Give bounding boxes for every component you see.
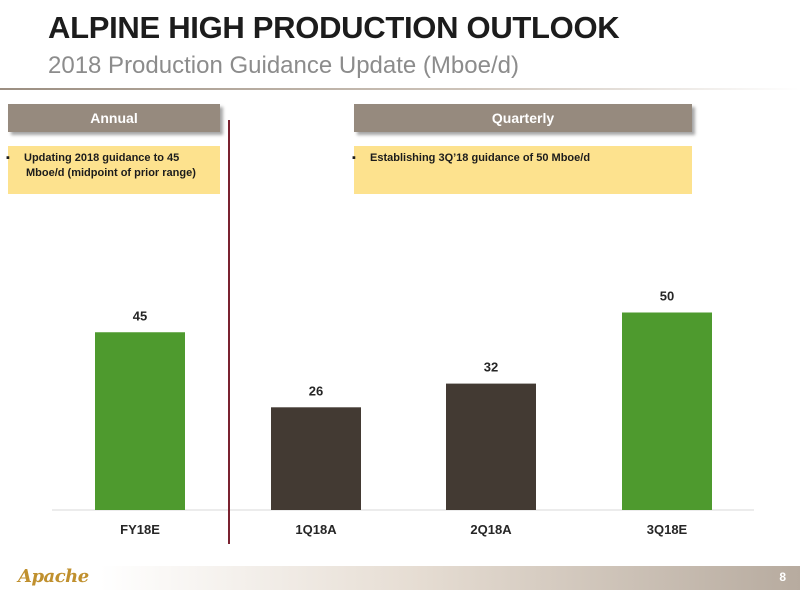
bar-3q18e <box>622 312 712 510</box>
annual-note-box: ▪ Updating 2018 guidance to 45 Mboe/d (mi… <box>6 146 220 194</box>
quarterly-note-text: Establishing 3Q’18 guidance of 50 Mboe/d <box>370 152 591 164</box>
annual-note-item: ▪ Updating 2018 guidance to 45 Mboe/d (mi… <box>6 151 212 181</box>
x-tick-label-fy18e: FY18E <box>120 522 160 537</box>
header-rule <box>0 88 800 90</box>
x-tick-label-3q18e: 3Q18E <box>647 522 688 537</box>
bullet-icon: ▪ <box>6 152 10 164</box>
page-number: 8 <box>779 570 786 584</box>
x-tick-label-1q18a: 1Q18A <box>295 522 337 537</box>
apache-logo: Apache <box>18 566 89 587</box>
data-label-1q18a: 26 <box>309 383 323 398</box>
footer-band <box>100 566 800 590</box>
bar-fy18e <box>95 332 185 510</box>
quarterly-note-item: ▪ Establishing 3Q’18 guidance of 50 Mboe/… <box>352 151 684 166</box>
bar-2q18a <box>446 383 536 510</box>
data-label-3q18e: 50 <box>660 289 674 304</box>
x-tick-label-2q18a: 2Q18A <box>470 522 512 537</box>
page-subtitle: 2018 Production Guidance Update (Mboe/d) <box>48 52 519 79</box>
bar-1q18a <box>271 407 361 510</box>
quarterly-note-box: ▪ Establishing 3Q’18 guidance of 50 Mboe/… <box>352 146 692 194</box>
annual-section-header: Annual <box>8 104 220 132</box>
data-label-2q18a: 32 <box>484 360 498 375</box>
data-label-fy18e: 45 <box>133 308 147 323</box>
page-title: ALPINE HIGH PRODUCTION OUTLOOK <box>48 10 620 45</box>
section-divider <box>228 120 230 544</box>
annual-note-text: Updating 2018 guidance to 45 Mboe/d (mid… <box>24 152 196 179</box>
quarterly-section-header: Quarterly <box>354 104 692 132</box>
bullet-icon: ▪ <box>352 152 356 164</box>
